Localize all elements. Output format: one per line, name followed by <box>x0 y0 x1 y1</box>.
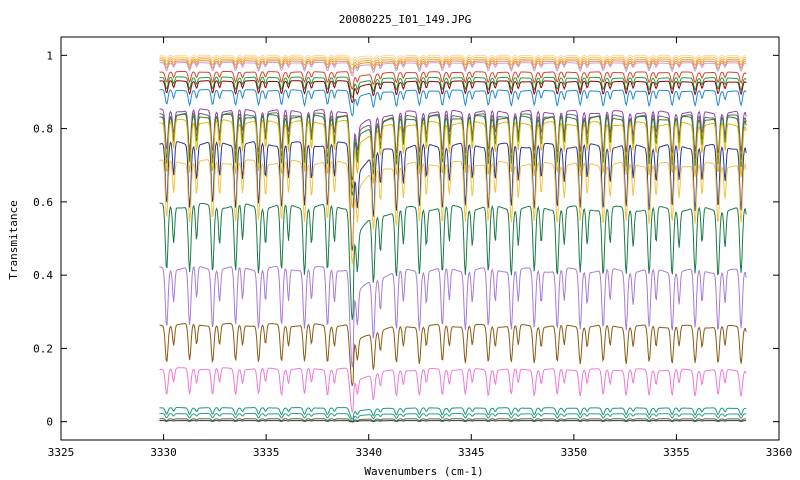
series-line <box>159 420 747 423</box>
series-line <box>159 58 747 70</box>
y-tick-label: 0.8 <box>33 123 53 136</box>
series-line <box>159 119 747 208</box>
series-line <box>159 323 747 387</box>
series-line <box>159 76 747 99</box>
y-tick-label: 0 <box>46 416 53 429</box>
series-line <box>159 413 747 422</box>
series-line <box>159 159 747 264</box>
series-line <box>159 202 747 320</box>
x-axis: 3325 3330 3335 3340 3345 3350 3355 3360 <box>48 37 793 459</box>
series-line <box>159 89 747 117</box>
x-tick-label: 3355 <box>663 446 690 459</box>
y-tick-label: 0.4 <box>33 269 53 282</box>
y-axis-label: Transmitance <box>7 200 20 279</box>
chart-title: 20080225_I01_149.JPG <box>339 13 471 26</box>
x-tick-label: 3325 <box>48 446 75 459</box>
series-line <box>159 418 747 423</box>
y-axis: 0 0.2 0.4 0.6 0.8 1 <box>33 49 779 429</box>
x-tick-label: 3340 <box>355 446 382 459</box>
series-line <box>159 407 747 420</box>
series-line <box>159 70 747 90</box>
x-tick-label: 3360 <box>766 446 793 459</box>
plot-frame <box>60 36 780 441</box>
series-line <box>159 265 747 368</box>
series-line <box>159 54 747 61</box>
series-line <box>159 56 747 66</box>
series-line <box>159 60 747 75</box>
x-axis-label: Wavenumbers (cm-1) <box>364 465 483 478</box>
series-line <box>159 141 747 251</box>
y-tick-label: 0.6 <box>33 196 53 209</box>
x-tick-label: 3345 <box>458 446 485 459</box>
series-group <box>159 54 747 423</box>
x-tick-label: 3330 <box>150 446 177 459</box>
series-line <box>159 80 747 104</box>
x-tick-label: 3335 <box>253 446 280 459</box>
x-tick-label: 3350 <box>561 446 588 459</box>
y-tick-label: 1 <box>46 49 53 62</box>
series-line <box>159 367 747 414</box>
series-line <box>159 61 747 77</box>
y-tick-label: 0.2 <box>33 342 53 355</box>
